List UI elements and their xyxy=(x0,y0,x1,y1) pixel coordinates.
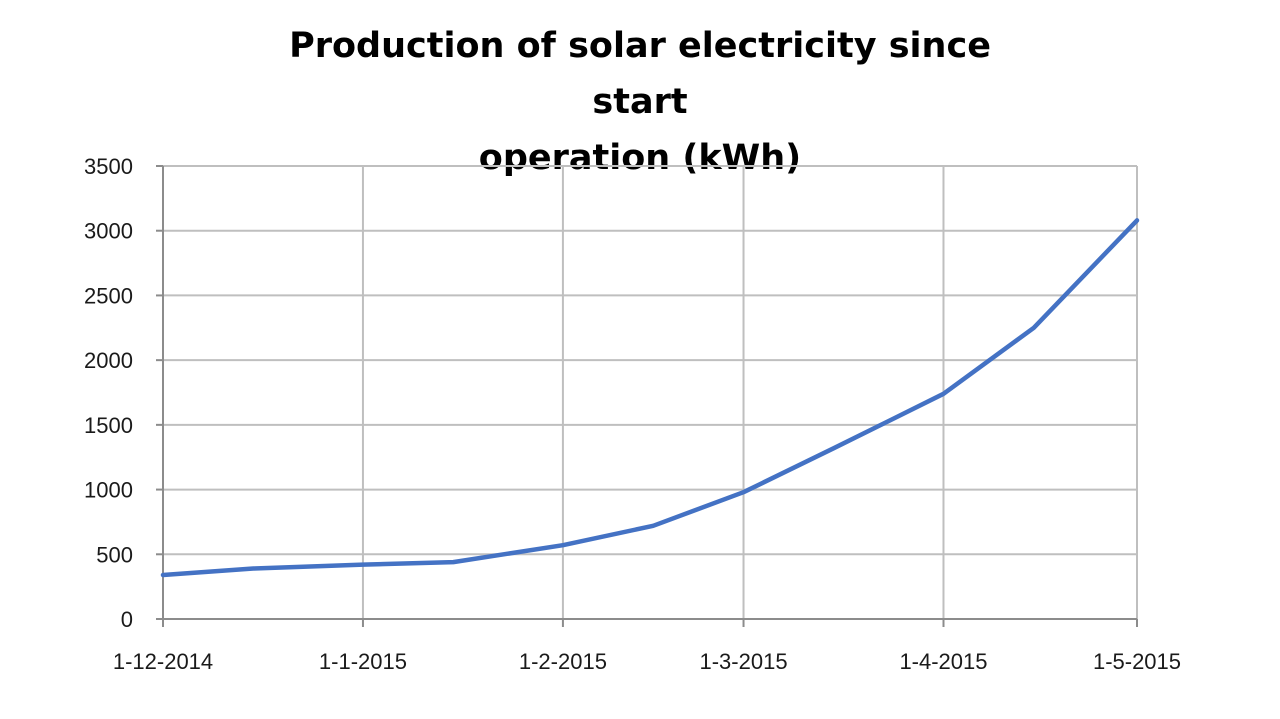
y-tick-label: 1000 xyxy=(84,478,133,503)
x-tick-label: 1-3-2015 xyxy=(699,649,787,674)
series-line xyxy=(160,218,1140,578)
x-tick-label: 1-12-2014 xyxy=(113,649,213,674)
y-tick-label: 1500 xyxy=(84,413,133,438)
y-tick-label: 3000 xyxy=(84,219,133,244)
y-tick-label: 500 xyxy=(96,542,133,567)
x-tick-label: 1-5-2015 xyxy=(1093,649,1181,674)
x-axis-tick-labels: 1-12-2014 1-1-2015 1-2-2015 1-3-2015 1-4-201… xyxy=(113,649,1181,674)
axes xyxy=(156,165,1138,627)
x-tick-label: 1-1-2015 xyxy=(319,649,407,674)
chart-title: Production of solar electricity since st… xyxy=(289,26,991,178)
x-tick-label: 1-4-2015 xyxy=(899,649,987,674)
y-tick-label: 2000 xyxy=(84,348,133,373)
y-axis-tick-labels: 0 500 1000 1500 2000 2500 3000 3500 xyxy=(84,154,133,632)
x-tick-label: 1-2-2015 xyxy=(519,649,607,674)
y-tick-label: 3500 xyxy=(84,154,133,179)
grid xyxy=(163,165,1138,619)
series xyxy=(160,218,1140,578)
y-tick-label: 2500 xyxy=(84,283,133,308)
y-tick-label: 0 xyxy=(121,607,133,632)
